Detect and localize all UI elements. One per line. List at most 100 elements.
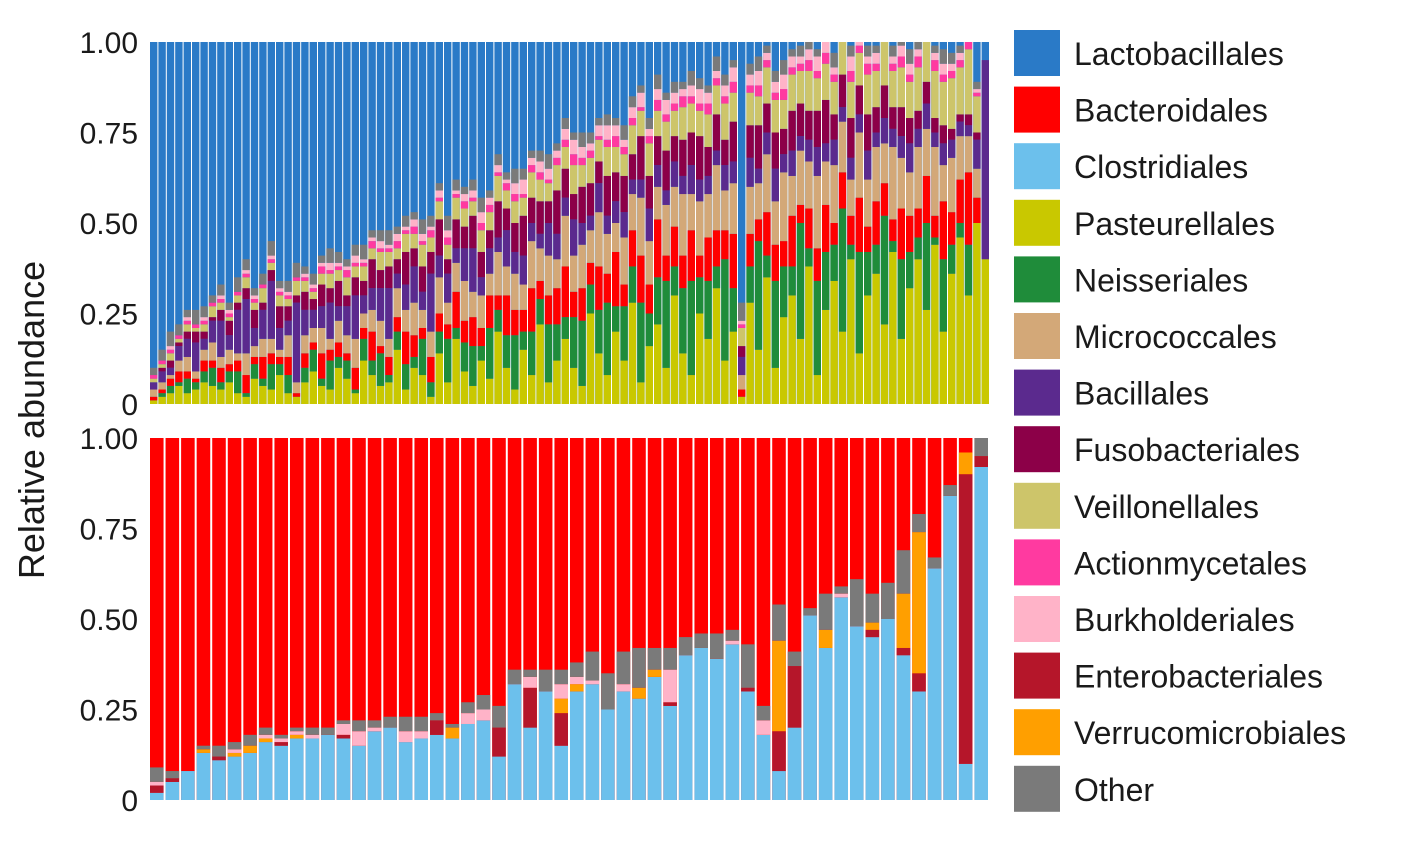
legend-swatch (1014, 709, 1060, 756)
bar-segment-bacillales (334, 306, 343, 321)
bar-segment-burkholderiales (290, 731, 304, 735)
bar-segment-bacillales (645, 208, 653, 242)
bar-segment-neisseriales (628, 266, 637, 303)
bar-segment-pasteurellales (906, 288, 914, 404)
bar-segment-bacteroidales (234, 360, 242, 372)
bar-segment-bacillales (738, 356, 746, 376)
bar-segment-fusobacteriales (351, 277, 359, 296)
bar-segment-fusobacteriales (637, 136, 645, 180)
bar-segment-veillonellales (662, 121, 670, 151)
bar-segment-bacteroidales (267, 353, 275, 365)
bar-segment-burkholderiales (847, 56, 855, 71)
bar-segment-fusobacteriales (914, 110, 922, 129)
bar-segment-other (385, 230, 393, 245)
bar-segment-verrucomicrobiales (958, 452, 973, 475)
bar-segment-burkholderiales (637, 92, 645, 108)
bar-segment-enterobacteriales (663, 702, 677, 706)
sample-bar (284, 42, 292, 404)
sample-bar (974, 438, 988, 800)
y-tick-label: 1.00 (80, 27, 138, 60)
bar-segment-neisseriales (889, 241, 897, 252)
bar-segment-neisseriales (586, 284, 595, 314)
bar-segment-fusobacteriales (334, 280, 343, 307)
bar-segment-bacteroidales (948, 212, 956, 245)
bar-segment-clostridiales (927, 568, 942, 800)
bar-segment-micrococcales (486, 273, 494, 296)
bar-segment-fusobacteriales (729, 121, 737, 162)
bar-segment-fusobacteriales (973, 132, 981, 140)
bar-segment-pasteurellales (234, 393, 242, 404)
bar-segment-pasteurellales (435, 353, 443, 404)
bar-segment-fusobacteriales (217, 309, 225, 321)
bar-segment-veillonellales (427, 237, 435, 252)
bar-segment-bacillales (402, 284, 410, 310)
bar-segment-pasteurellales (830, 280, 838, 404)
bar-segment-micrococcales (964, 136, 973, 173)
bar-segment-bacteroidales (410, 335, 418, 357)
legend-item: Other (1014, 765, 1154, 812)
bar-segment-burkholderiales (554, 684, 568, 699)
bar-segment-micrococcales (250, 346, 259, 357)
bar-segment-micrococcales (771, 201, 779, 245)
bar-segment-burkholderiales (274, 738, 288, 743)
bar-segment-other (318, 255, 326, 263)
sample-bar (561, 42, 569, 404)
bar-segment-lactobacillales (284, 42, 292, 404)
bar-segment-micrococcales (847, 179, 855, 216)
bar-segment-bacteroidales (301, 353, 309, 368)
bar-segment-clostridiales (430, 734, 444, 800)
sample-bar (771, 42, 779, 404)
bar-segment-other (974, 438, 988, 457)
bar-segment-neisseriales (519, 331, 527, 350)
bar-segment-actionmycetales (612, 136, 620, 147)
bar-segment-neisseriales (452, 327, 460, 339)
bar-segment-fusobacteriales (586, 183, 595, 216)
bar-segment-other (208, 295, 217, 303)
bar-segment-actionmycetales (813, 70, 821, 79)
bar-segment-actionmycetales (166, 349, 175, 354)
bar-segment-burkholderiales (318, 262, 326, 267)
bar-segment-fusobacteriales (670, 136, 679, 162)
bar-segment-other (741, 644, 755, 688)
bar-segment-fusobacteriales (393, 259, 401, 274)
bar-segment-burkholderiales (830, 67, 838, 75)
legend-label: Burkholderiales (1074, 602, 1295, 638)
bar-segment-other (694, 633, 708, 648)
bar-segment-pasteurellales (192, 389, 200, 404)
bar-segment-bacteroidales (704, 237, 712, 281)
sample-bar (838, 42, 847, 404)
bar-segment-fusobacteriales (435, 219, 443, 256)
bar-segment-bacteroidales (889, 219, 897, 242)
bar-segment-veillonellales (301, 280, 309, 292)
sample-bar (305, 438, 320, 800)
bar-segment-other (865, 593, 880, 623)
bar-segment-verrucomicrobiales (570, 684, 584, 692)
bar-segment-burkholderiales (696, 89, 704, 104)
bar-segment-lactobacillales (150, 42, 158, 404)
bar-segment-actionmycetales (679, 96, 687, 108)
bar-segment-micrococcales (309, 327, 317, 343)
bar-segment-veillonellales (628, 125, 637, 155)
bar-segment-fusobacteriales (544, 201, 553, 223)
bar-segment-micrococcales (360, 313, 368, 328)
bar-segment-pasteurellales (687, 375, 695, 404)
bar-segment-neisseriales (662, 280, 670, 368)
bar-segment-veillonellales (175, 338, 183, 343)
bar-segment-clostridiales (678, 655, 693, 800)
legend-label: Actionmycetales (1074, 545, 1307, 581)
bar-segment-bacteroidales (654, 219, 662, 278)
bar-segment-actionmycetales (721, 96, 729, 104)
bar-segment-bacillales (292, 302, 301, 383)
bar-segment-actionmycetales (889, 63, 897, 71)
bar-segment-veillonellales (931, 70, 939, 119)
legend-swatch (1014, 426, 1060, 473)
bar-segment-micrococcales (276, 349, 284, 357)
sample-bar (855, 42, 863, 404)
bar-segment-other (973, 81, 981, 90)
bar-segment-micrococcales (292, 382, 301, 394)
sample-bar (805, 42, 813, 404)
bar-segment-lactobacillales (385, 42, 393, 404)
bar-segment-burkholderiales (477, 212, 485, 223)
bar-segment-other (931, 45, 939, 53)
bar-segment-veillonellales (486, 212, 494, 231)
